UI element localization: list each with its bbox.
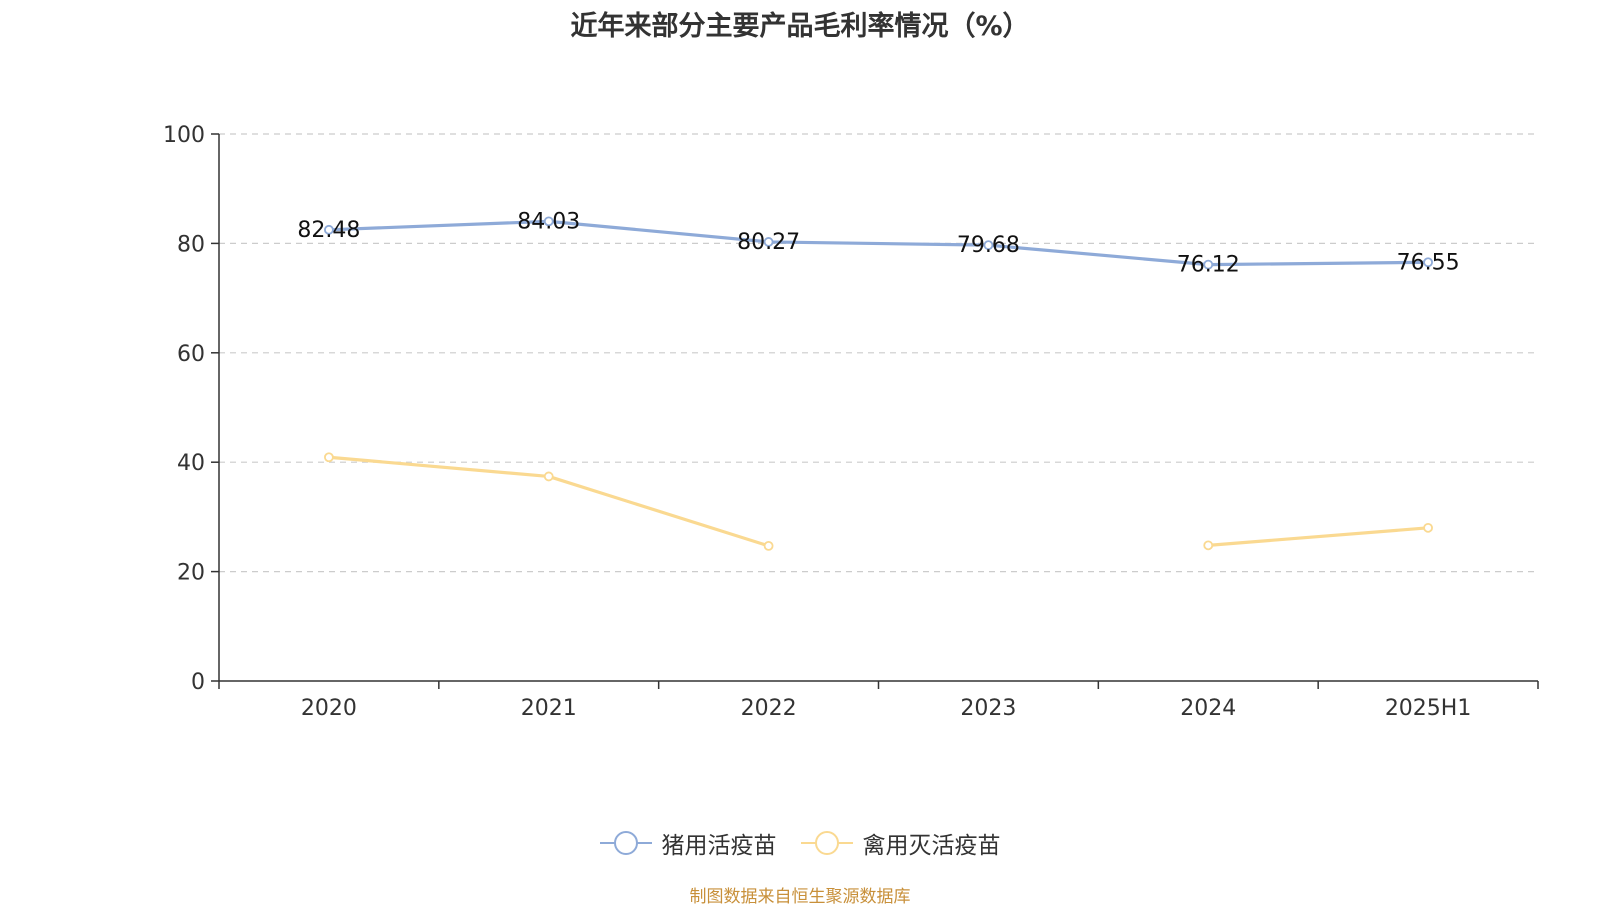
y-tick-label: 0 <box>191 670 205 695</box>
y-tick-label: 20 <box>177 561 205 586</box>
x-tick-label: 2021 <box>521 696 577 721</box>
data-label: 76.55 <box>1397 250 1460 275</box>
data-label: 80.27 <box>737 230 800 255</box>
y-tick-label: 100 <box>163 123 205 148</box>
y-tick-label: 80 <box>177 232 205 257</box>
series-2-line-segment <box>328 455 770 548</box>
data-labels: 82.48 84.03 80.27 79.68 76.12 76.55 <box>297 209 1459 277</box>
grid-lines <box>219 133 1538 573</box>
series-1-point <box>324 224 334 235</box>
source-note: 制图数据来自恒生聚源数据库 <box>689 887 911 907</box>
series-1-line-segment <box>328 219 1429 267</box>
legend-item-series-1[interactable]: 猪用活疫苗 <box>599 826 777 860</box>
series-2-point <box>1203 540 1214 551</box>
data-label: 79.68 <box>957 233 1020 258</box>
data-label: 76.12 <box>1177 253 1240 278</box>
series-2-point <box>1423 522 1433 533</box>
legend: 猪用活疫苗 禽用灭活疫苗 <box>0 826 1600 860</box>
series-1-point <box>1423 257 1433 268</box>
legend-series-2-icon <box>800 831 853 855</box>
series-1-point <box>543 216 554 227</box>
x-tick-label: 2023 <box>960 696 1016 721</box>
x-tick-label: 2025H1 <box>1385 696 1472 721</box>
series-2-line-segment <box>1208 526 1429 547</box>
y-tick-label: 40 <box>177 451 205 476</box>
x-tick-label: 2022 <box>741 696 797 721</box>
series-2-point <box>324 452 334 463</box>
data-label: 82.48 <box>297 218 360 243</box>
legend-series-2-label: 禽用灭活疫苗 <box>862 833 1001 859</box>
legend-series-1-label: 猪用活疫苗 <box>661 833 777 859</box>
series-1-point <box>1203 259 1214 270</box>
x-tick-label: 2024 <box>1180 696 1236 721</box>
series-1-point <box>763 237 774 247</box>
series-2-point <box>543 471 554 482</box>
legend-series-1-icon <box>599 831 652 855</box>
legend-item-series-2[interactable]: 禽用灭活疫苗 <box>800 826 1001 860</box>
chart-title: 近年来部分主要产品毛利率情况（%） <box>570 11 1030 42</box>
series <box>324 216 1433 551</box>
series-1-point <box>983 240 994 251</box>
data-label: 84.03 <box>517 209 580 234</box>
axes: 0 20 40 60 80 100 2020 2021 2022 2023 2024 2025H1 <box>163 123 1539 721</box>
series-2-point <box>763 540 774 551</box>
y-tick-label: 60 <box>177 342 205 367</box>
x-tick-label: 2020 <box>301 696 357 721</box>
